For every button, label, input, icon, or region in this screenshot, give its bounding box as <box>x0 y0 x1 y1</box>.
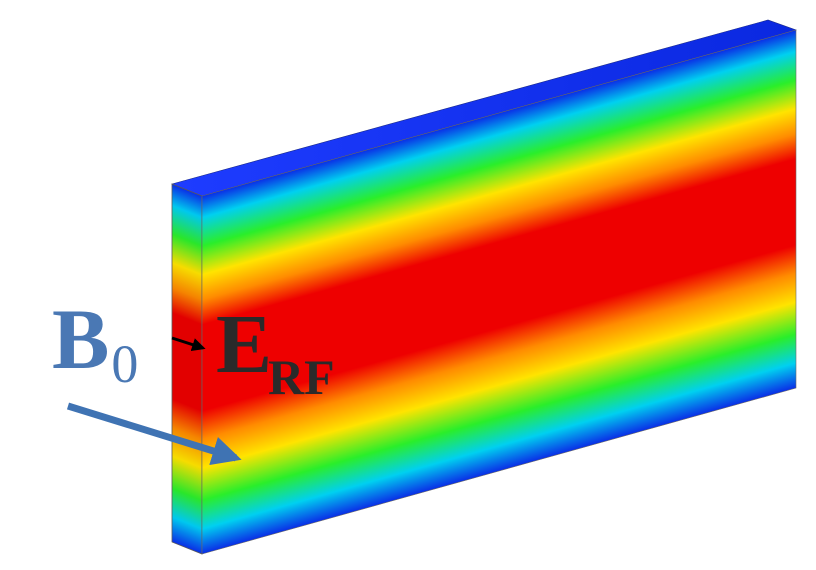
b0-label-subscript: 0 <box>111 334 138 394</box>
erf-arrow <box>171 336 206 352</box>
b0-label-main: B <box>52 291 109 387</box>
slab-front-face <box>201 29 797 555</box>
erf-label-subscript: RF <box>268 349 335 405</box>
slab-side-face <box>171 183 203 555</box>
b0-label: B0 <box>52 291 138 394</box>
erf-label-main: E <box>216 298 272 391</box>
b0-arrow <box>66 402 242 466</box>
erf-label: ERF <box>216 298 335 405</box>
